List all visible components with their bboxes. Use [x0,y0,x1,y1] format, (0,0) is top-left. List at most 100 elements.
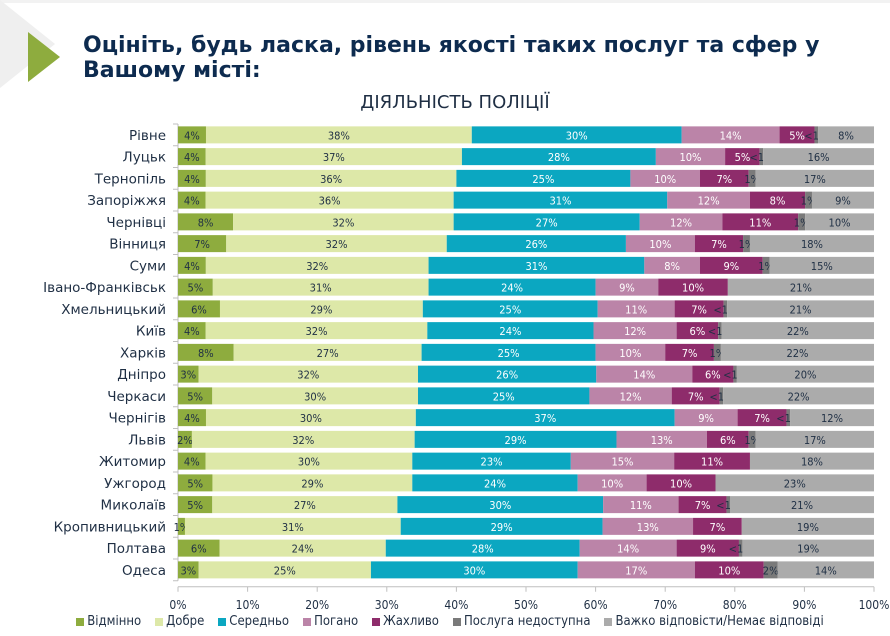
bar-segment [205,409,416,427]
bar-segment [749,235,874,253]
data-label: 5% [735,151,751,164]
chart-title: ДІЯЛЬНІСТЬ ПОЛІЦІЇ [360,92,550,113]
bar-segment [730,496,874,514]
data-label: 31% [549,195,571,208]
bar-segment [763,561,778,579]
data-label: 5% [187,390,203,403]
data-label: 8% [664,260,680,273]
data-label: 10% [679,151,701,164]
bar-segment [667,191,750,209]
bar-segment [453,213,640,231]
bar-segment [818,126,874,144]
bar-segment [777,561,874,579]
data-label: 14% [633,369,655,382]
data-label: 25% [499,303,521,316]
legend-item: Добре [155,614,204,629]
data-label: 32% [306,260,328,273]
data-label: 30% [304,390,326,403]
data-label: 10% [718,564,740,577]
legend-swatch [604,617,613,626]
data-label: 29% [301,477,323,490]
data-label: 3% [180,564,196,577]
data-label: 8% [770,195,786,208]
bar-segment [671,387,720,405]
data-label: 5% [187,499,203,512]
data-label: 17% [625,564,647,577]
bar-segment [178,191,206,209]
data-label: 2% [763,564,779,577]
bar-segment [178,365,199,383]
data-label: 37% [323,151,345,164]
category-label: Львів [128,432,166,448]
bar-segment [755,169,874,187]
bar-segment [589,387,672,405]
bar-segment [412,452,571,470]
bar-segment [741,517,874,535]
data-label: 24% [499,325,521,338]
bar-segment [418,387,590,405]
bar-segment [726,496,730,514]
bar-segment [400,517,603,535]
data-label: 16% [808,151,830,164]
bar-segment [755,430,874,448]
bar-segment [596,365,693,383]
category-label: Запоріжжя [87,193,166,209]
data-label: 15% [811,260,833,273]
bar-segment [579,539,677,557]
x-tick-label: 30% [375,598,399,610]
data-label: 36% [320,173,342,186]
bar-segment [212,474,413,492]
bar-segment [178,235,227,253]
data-label: 20% [794,369,816,382]
bar-segment [418,365,597,383]
bar-segment [625,235,695,253]
bar-segment [205,148,462,166]
category-label: Рівне [129,128,166,144]
decorative-arrow-icon [0,0,60,88]
bar-segment [678,496,727,514]
legend-label: Погано [314,614,359,629]
bar-segment [178,409,206,427]
legend-item: Послуга недоступна [452,614,590,629]
bar-segment [205,322,428,340]
data-label: 4% [184,173,200,186]
data-label: 27% [536,216,558,229]
data-label: 18% [801,456,823,469]
bar-segment [178,452,206,470]
bar-segment [178,256,206,274]
data-label: 9% [700,543,716,556]
bar-segment [178,169,206,187]
bar-segment [595,278,659,296]
bar-segment [713,343,721,361]
bar-segment [415,409,675,427]
bar-segment [694,561,764,579]
legend-label: Середньо [229,614,290,629]
data-label: 10% [601,477,623,490]
data-label: 8% [838,129,854,142]
bar-segment [233,213,454,231]
data-label: 7% [711,238,727,251]
bar-segment [178,322,206,340]
bar-segment [412,474,578,492]
data-label: 10% [829,216,851,229]
bar-segment [742,539,874,557]
bar-segment [178,300,220,318]
legend-swatch [303,617,312,626]
data-label: 30% [300,412,322,425]
data-label: 6% [705,369,721,382]
data-label: 4% [184,129,200,142]
page-title: Оцініть, будь ласка, рівень якості таких… [83,33,820,83]
data-label: 22% [786,347,808,360]
bar-segment [212,496,398,514]
data-label: 9% [698,412,714,425]
data-label: 14% [815,564,837,577]
x-tick-label: 90% [792,598,816,610]
data-label: 29% [505,434,527,447]
data-label: 10% [619,347,641,360]
data-label: 29% [310,303,332,316]
legend-label: Відмінно [87,614,142,629]
bar-segment [198,561,371,579]
bar-segment [725,148,760,166]
x-tick-label: 70% [653,598,677,610]
legend-swatch [218,617,227,626]
